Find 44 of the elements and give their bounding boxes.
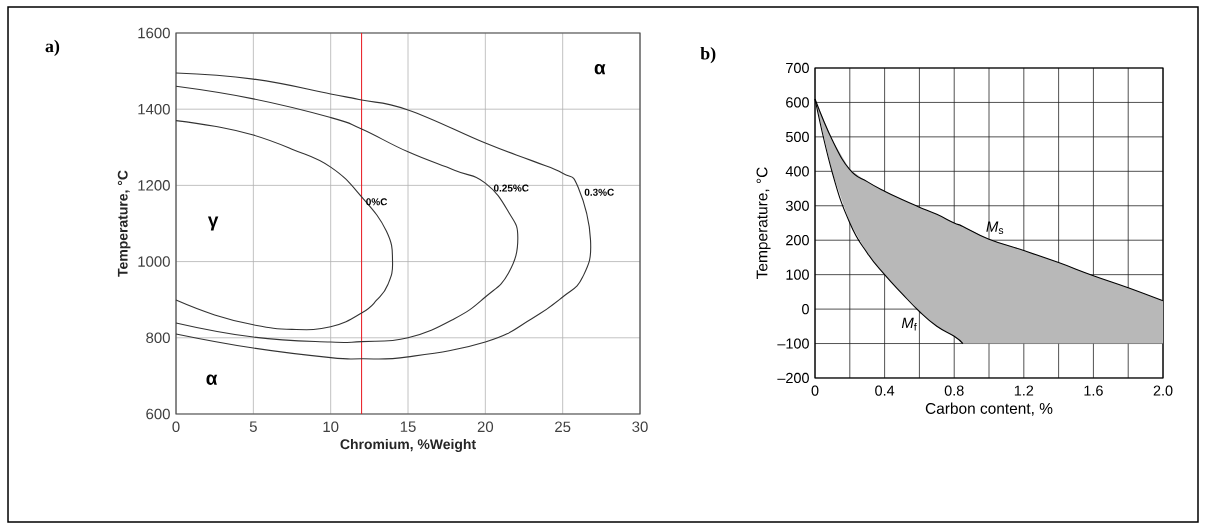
- x-tick-label: 25: [555, 421, 571, 433]
- annotation: α: [594, 63, 606, 75]
- y-tick-label: 200: [786, 235, 809, 246]
- y-tick-label: 400: [785, 166, 809, 177]
- annotation: γ: [207, 216, 219, 231]
- x-tick-label: 0: [811, 385, 819, 396]
- y-tick-label: 600: [786, 97, 809, 108]
- y-tick-label: 1400: [138, 103, 170, 115]
- x-tick-label: 1.6: [1084, 385, 1103, 396]
- y-tick-label: 800: [146, 332, 170, 344]
- x-tick-label: 1.2: [1014, 385, 1034, 396]
- y-tick-label: 700: [786, 62, 809, 74]
- y-tick-label: 1200: [138, 180, 170, 191]
- x-tick-label: 0: [172, 421, 180, 433]
- line-series: [175, 120, 394, 331]
- series-label: 0%C: [366, 198, 388, 206]
- series-label: 0.3%C: [584, 188, 614, 196]
- y-tick-label: –100: [777, 338, 809, 349]
- x-tick-label: 20: [477, 421, 494, 433]
- annotation: α: [206, 374, 218, 385]
- y-axis-title: Temperature, °C: [117, 170, 131, 277]
- chart-title: b): [700, 46, 716, 64]
- x-axis-title: Carbon content, %: [925, 402, 1053, 416]
- y-axis-title: Temperature, °C: [756, 167, 771, 279]
- y-tick-label: 600: [146, 408, 170, 420]
- x-tick-label: 0.4: [875, 385, 895, 396]
- y-tick-label: 100: [786, 269, 809, 280]
- x-tick-label: 0.8: [944, 385, 964, 396]
- x-tick-label: 10: [323, 421, 339, 433]
- x-tick-label: 2.0: [1153, 385, 1173, 396]
- y-tick-label: 1600: [138, 27, 170, 39]
- y-tick-label: 500: [785, 131, 809, 142]
- x-tick-label: 30: [632, 421, 648, 433]
- x-tick-label: 15: [400, 421, 416, 432]
- y-tick-label: 300: [785, 200, 809, 211]
- chart-title: a): [45, 39, 60, 56]
- x-tick-label: 5: [249, 421, 257, 432]
- series-label: M$_{f}$: [901, 317, 917, 331]
- y-tick-label: –200: [777, 372, 809, 384]
- series-label: 0.25%C: [493, 184, 529, 192]
- y-tick-label: 1000: [138, 256, 170, 267]
- x-axis-title: Chromium, %Weight: [340, 438, 476, 452]
- y-tick-label: 0: [802, 303, 809, 315]
- series-label: M$_{s}$: [986, 221, 1004, 234]
